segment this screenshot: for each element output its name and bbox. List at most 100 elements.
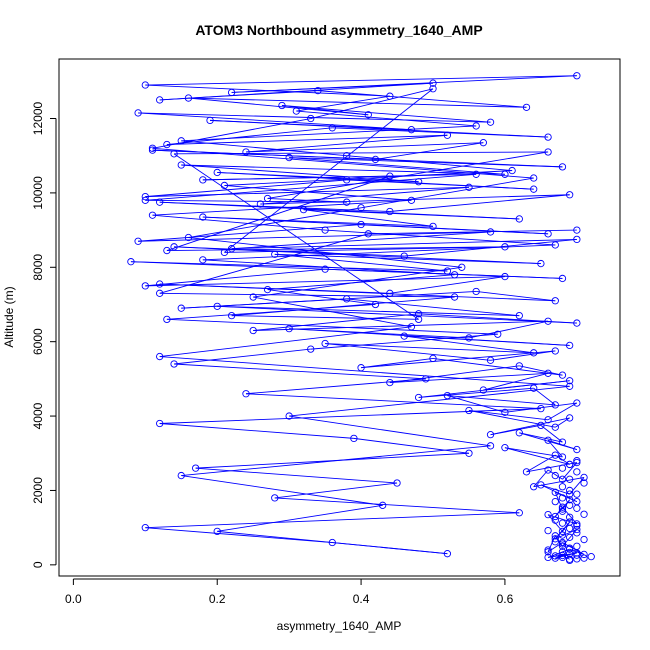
series-line-segment	[245, 134, 448, 153]
series-line-segment	[476, 291, 556, 302]
series-line-segment	[159, 233, 369, 294]
series-line-segment	[181, 475, 383, 506]
data-point	[220, 248, 229, 257]
data-point	[450, 271, 459, 279]
data-point	[177, 304, 185, 312]
data-point	[566, 191, 574, 199]
series-line-segment	[210, 119, 412, 131]
series-line-segment	[533, 469, 549, 488]
data-point	[386, 378, 394, 387]
data-point	[177, 161, 185, 169]
series-line-segment	[159, 423, 354, 439]
series-line-segment	[231, 296, 455, 317]
data-point	[386, 92, 394, 100]
series-line-segment	[533, 387, 556, 406]
series-line-segment	[274, 253, 541, 265]
y-tick-label: 10000	[31, 176, 45, 210]
data-point	[530, 174, 538, 182]
series-line-segment	[202, 173, 477, 181]
data-point	[443, 391, 452, 400]
series-line-segment	[152, 118, 311, 149]
series-line-segment	[490, 417, 570, 436]
data-point	[573, 72, 581, 80]
data-point	[558, 494, 567, 502]
data-point	[343, 152, 351, 160]
data-point	[357, 364, 365, 372]
data-point	[558, 553, 567, 562]
data-point	[443, 267, 452, 275]
data-point	[134, 109, 142, 117]
data-point	[141, 192, 149, 201]
data-point	[285, 153, 293, 162]
data-point	[321, 226, 329, 234]
data-point	[551, 471, 559, 480]
series-line-segment	[195, 467, 398, 484]
data-point	[443, 131, 452, 139]
series-line-segment	[224, 88, 434, 253]
data-point	[177, 471, 185, 480]
data-point	[227, 88, 236, 97]
series-line-segment	[138, 112, 412, 131]
data-point	[220, 181, 229, 190]
data-point	[551, 241, 559, 249]
data-point	[479, 139, 487, 147]
series-line-segment	[274, 497, 520, 514]
data-point	[371, 300, 380, 309]
series-line-segment	[540, 425, 563, 443]
data-point	[156, 280, 164, 288]
series-line-segment	[159, 201, 390, 212]
data-point	[163, 246, 171, 255]
y-tick-label: 0	[31, 561, 45, 568]
series-line-segment	[504, 402, 577, 413]
series-line-segment	[231, 238, 577, 250]
data-point	[479, 386, 487, 394]
series-line-segment	[152, 214, 326, 231]
data-point	[558, 505, 567, 513]
y-tick-label: 2000	[31, 477, 45, 504]
data-point	[271, 494, 279, 502]
series-line-segment	[245, 378, 426, 395]
data-point	[537, 259, 545, 268]
data-point	[141, 282, 149, 290]
data-point	[386, 172, 394, 180]
data-point	[544, 317, 552, 325]
data-point	[199, 256, 207, 264]
series-line-segment	[145, 75, 577, 86]
chart-title: ATOM3 Northbound asymmetry_1640_AMP	[195, 22, 482, 38]
x-axis: 0.0 0.2 0.4 0.6	[65, 578, 514, 606]
data-point	[558, 438, 567, 446]
series-line-segment	[174, 151, 549, 155]
series-line-segment	[267, 274, 455, 291]
data-point	[566, 501, 574, 509]
data-point	[573, 319, 581, 327]
data-point	[494, 330, 502, 338]
data-point	[522, 103, 531, 112]
series-line-segment	[432, 357, 563, 376]
data-point	[544, 526, 552, 535]
data-point	[551, 538, 559, 546]
series-line-segment	[253, 266, 462, 298]
data-point	[156, 198, 164, 206]
data-point	[544, 548, 552, 556]
series-line-segment	[231, 75, 577, 93]
data-point	[156, 96, 164, 104]
data-point	[206, 116, 214, 125]
series-line-segment	[519, 432, 563, 443]
data-point	[328, 538, 336, 547]
data-point	[566, 414, 574, 422]
data-point	[551, 535, 559, 543]
data-point	[515, 509, 523, 517]
data-point	[530, 349, 538, 357]
data-point	[400, 252, 408, 260]
series-line-segment	[504, 447, 563, 458]
data-point	[156, 352, 164, 361]
data-point	[227, 245, 236, 253]
series-line-segment	[368, 229, 577, 235]
data-point	[551, 552, 559, 560]
data-point	[227, 311, 236, 320]
data-point	[343, 176, 351, 184]
series-line-segment	[188, 237, 462, 268]
plot-frame	[58, 58, 621, 577]
data-point	[458, 263, 466, 271]
series-line-segment	[260, 186, 469, 205]
